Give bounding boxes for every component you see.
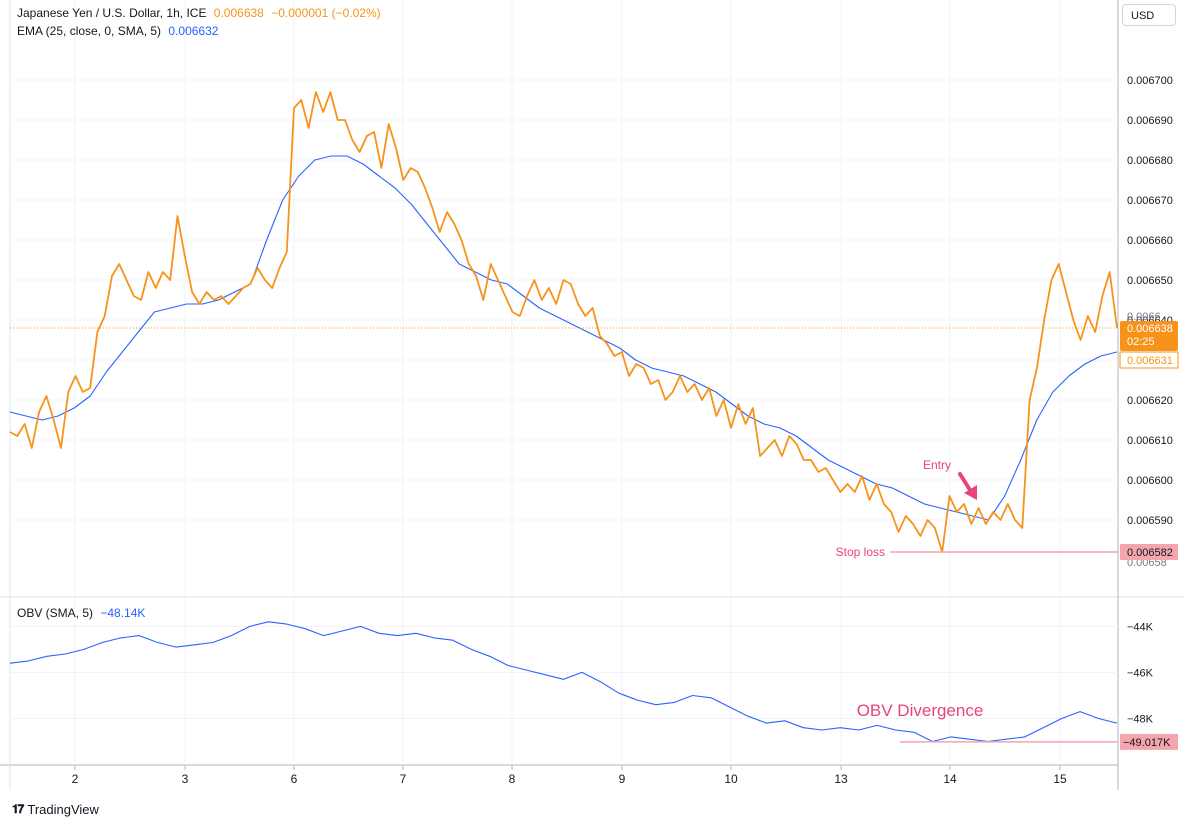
entry-arrow-head — [964, 485, 977, 500]
obv-y-tick-label: −48K — [1127, 713, 1154, 725]
obv-y-tick-label: −44K — [1127, 621, 1154, 633]
x-tick-label: 7 — [400, 772, 407, 786]
tradingview-logo[interactable]: 𝟏𝟕 TradingView — [12, 802, 99, 817]
entry-arrow-shaft — [958, 472, 972, 492]
y-tick-label: 0.006590 — [1127, 515, 1173, 527]
ema-label: EMA (25, close, 0, SMA, 5) — [17, 24, 162, 38]
obv-stop-tag: −49.017K — [1120, 733, 1178, 750]
stop-loss-tag-label: 0.006582 — [1127, 547, 1173, 559]
ema-value: 0.006632 — [168, 24, 219, 38]
y-tick-label: 0.006690 — [1127, 115, 1173, 127]
x-tick-label: 14 — [943, 772, 957, 786]
obv-stop-tag-box — [1120, 733, 1178, 750]
price-line — [9, 91, 1118, 553]
tradingview-logo-icon: 𝟏𝟕 — [12, 802, 24, 816]
stop-loss-tag: 0.006582 — [1120, 544, 1178, 560]
ema-price-tag-box — [1119, 351, 1179, 369]
x-tick-label: 8 — [509, 772, 516, 786]
x-tick-label: 13 — [834, 772, 848, 786]
x-tick-label: 3 — [182, 772, 189, 786]
obv-stop-tag-label: −49.017K — [1123, 737, 1171, 749]
y-tick-label: 0.006650 — [1127, 275, 1173, 287]
symbol-title: Japanese Yen / U.S. Dollar, 1h, ICE — [17, 6, 207, 20]
brand-label: TradingView — [27, 802, 99, 817]
countdown-label: 02:25 — [1127, 336, 1155, 348]
price-change-value: −0.000001 (−0.02%) — [271, 6, 381, 20]
obv-value: −48.14K — [100, 606, 146, 620]
entry-label: Entry — [923, 458, 951, 472]
obv-divergence-label: OBV Divergence — [857, 701, 984, 720]
y-tick-label: 0.006610 — [1127, 435, 1173, 447]
ema-price-tag-label: 0.006631 — [1127, 355, 1173, 367]
obv-label: OBV (SMA, 5) — [17, 606, 94, 620]
y-tick-label: 0.006700 — [1127, 75, 1173, 87]
x-tick-label: 15 — [1053, 772, 1067, 786]
ema-line — [9, 155, 1118, 521]
y-tick-label: 0.006670 — [1127, 195, 1173, 207]
x-tick-label: 9 — [619, 772, 626, 786]
x-tick-label: 6 — [291, 772, 298, 786]
stop-loss-tag-box — [1120, 544, 1178, 560]
price-legend: Japanese Yen / U.S. Dollar, 1h, ICE 0.00… — [17, 6, 385, 20]
y-tick-label: 0.006680 — [1127, 155, 1173, 167]
x-tick-label: 10 — [724, 772, 738, 786]
y-tick-label: 0.006620 — [1127, 395, 1173, 407]
obv-legend: OBV (SMA, 5) −48.14K — [17, 606, 149, 620]
ema-price-tag: 0.006631 — [1119, 351, 1179, 369]
y-tick-label-partial: 0.0066 — [1127, 311, 1161, 323]
last-price-value: 0.006638 — [213, 6, 264, 20]
last-price-tag-label: 0.006638 — [1127, 323, 1173, 335]
y-tick-label: 0.006660 — [1127, 235, 1173, 247]
currency-button[interactable]: USD — [1122, 4, 1176, 26]
stop-loss-label: Stop loss — [836, 545, 885, 559]
obv-y-tick-label: −46K — [1127, 667, 1154, 679]
y-tick-label: 0.006600 — [1127, 475, 1173, 487]
plot-area — [10, 0, 1117, 765]
ema-legend: EMA (25, close, 0, SMA, 5) 0.006632 — [17, 24, 222, 38]
last-price-tag-box — [1120, 321, 1178, 351]
x-tick-label: 2 — [72, 772, 79, 786]
